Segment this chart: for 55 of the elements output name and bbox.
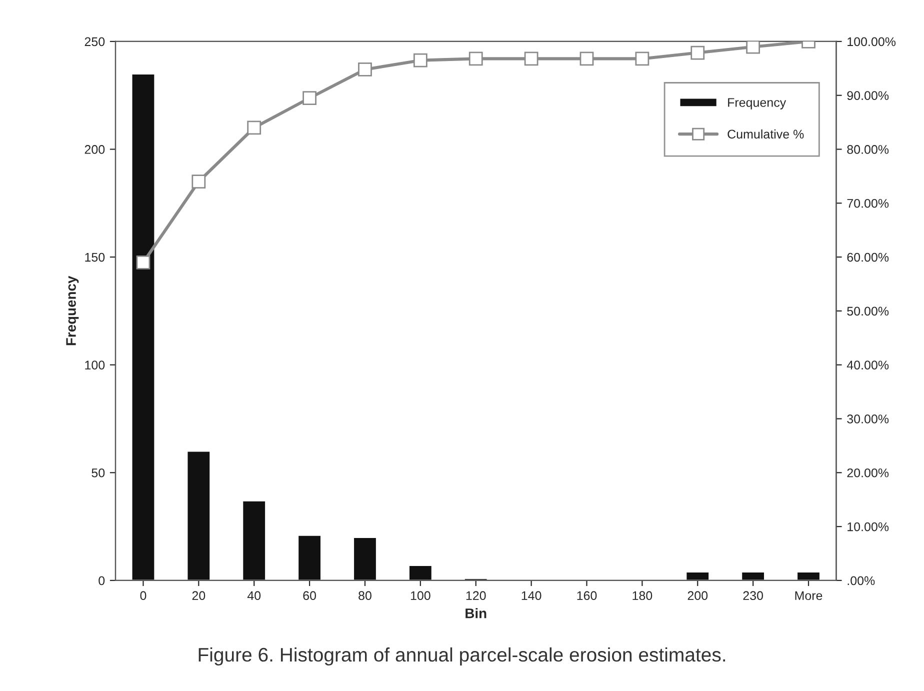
- point: [136, 255, 150, 270]
- x-axis-title: Bin: [466, 608, 486, 618]
- y-tick-label: 100: [85, 360, 105, 370]
- x-tick-label: 120: [466, 591, 486, 600]
- y-tick-label: 150: [85, 252, 105, 262]
- point: [468, 52, 483, 66]
- bar: [130, 73, 156, 580]
- point: [192, 174, 206, 189]
- bar: [685, 571, 710, 580]
- x-tick-label: 100: [410, 591, 430, 600]
- y-tick-label: 250: [84, 37, 105, 46]
- point: [635, 52, 650, 66]
- y2-tick-label: .00%: [848, 576, 875, 586]
- point: [358, 62, 372, 76]
- x-tick-label: 40: [247, 591, 261, 600]
- caption: Figure 6. Histogram of annual parcel-scale erosion estimates.: [198, 647, 726, 666]
- x-tick-label: 230: [743, 591, 763, 600]
- x-tick-label: 0: [140, 591, 146, 600]
- bar: [408, 564, 433, 580]
- bar: [186, 450, 211, 580]
- y-tick-label: 0: [98, 576, 105, 586]
- y-tick-label: 50: [92, 468, 105, 478]
- y2-tick-label: 50.00%: [847, 306, 889, 316]
- bar: [352, 536, 378, 580]
- y2-tick-label: 60.00%: [847, 252, 889, 262]
- x-tick-label: 140: [522, 591, 542, 600]
- y2-tick-label: 10.00%: [848, 522, 889, 532]
- x-tick-label: 160: [577, 591, 597, 600]
- y2-tick-label: 90.00%: [847, 91, 889, 100]
- point: [247, 120, 262, 135]
- x-tick-label: 20: [192, 591, 206, 600]
- y2-tick-label: 30.00%: [847, 414, 889, 424]
- bar: [740, 571, 766, 580]
- y2-tick-label: 100.00%: [848, 37, 896, 46]
- x-tick-label: 180: [632, 591, 652, 600]
- point: [580, 52, 594, 66]
- x-tick-label: 80: [358, 591, 372, 600]
- x-tick-label: 60: [303, 591, 316, 600]
- bar: [297, 534, 322, 580]
- point: [302, 91, 316, 105]
- legend-label: Frequency: [728, 98, 786, 110]
- y2-tick-label: 80.00%: [847, 145, 889, 154]
- point: [690, 46, 705, 60]
- point: [413, 53, 428, 68]
- y2-tick-label: 70.00%: [847, 198, 889, 208]
- bar: [242, 500, 266, 580]
- bar: [796, 571, 821, 580]
- legend-label: Cumulative %: [728, 129, 804, 139]
- x-tick-label: 200: [688, 591, 708, 600]
- x-tick-label: More: [795, 591, 822, 600]
- y-axis-title: Frequency: [66, 276, 79, 346]
- y-tick-label: 200: [84, 145, 105, 154]
- y2-tick-label: 20.00%: [847, 468, 889, 478]
- y2-tick-label: 40.00%: [846, 360, 889, 370]
- point: [524, 52, 538, 66]
